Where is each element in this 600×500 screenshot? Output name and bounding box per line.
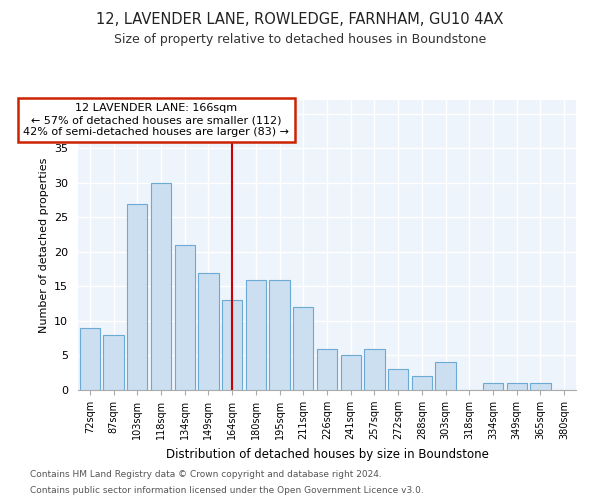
Bar bbox=[483, 383, 503, 390]
Text: 12 LAVENDER LANE: 166sqm
← 57% of detached houses are smaller (112)
42% of semi-: 12 LAVENDER LANE: 166sqm ← 57% of detach… bbox=[23, 104, 289, 136]
Bar bbox=[412, 376, 432, 390]
X-axis label: Distribution of detached houses by size in Boundstone: Distribution of detached houses by size … bbox=[166, 448, 488, 460]
Bar bbox=[506, 383, 527, 390]
Y-axis label: Number of detached properties: Number of detached properties bbox=[38, 158, 49, 332]
Bar bbox=[317, 348, 337, 390]
Bar bbox=[80, 328, 100, 390]
Bar bbox=[436, 362, 455, 390]
Bar bbox=[175, 245, 195, 390]
Bar bbox=[103, 335, 124, 390]
Bar bbox=[364, 348, 385, 390]
Text: Contains HM Land Registry data © Crown copyright and database right 2024.: Contains HM Land Registry data © Crown c… bbox=[30, 470, 382, 479]
Bar bbox=[341, 356, 361, 390]
Bar bbox=[269, 280, 290, 390]
Bar bbox=[222, 300, 242, 390]
Bar bbox=[530, 383, 551, 390]
Bar bbox=[246, 280, 266, 390]
Bar bbox=[127, 204, 148, 390]
Bar bbox=[388, 370, 408, 390]
Bar bbox=[293, 307, 313, 390]
Text: Contains public sector information licensed under the Open Government Licence v3: Contains public sector information licen… bbox=[30, 486, 424, 495]
Bar bbox=[151, 183, 171, 390]
Bar bbox=[199, 272, 218, 390]
Text: Size of property relative to detached houses in Boundstone: Size of property relative to detached ho… bbox=[114, 32, 486, 46]
Text: 12, LAVENDER LANE, ROWLEDGE, FARNHAM, GU10 4AX: 12, LAVENDER LANE, ROWLEDGE, FARNHAM, GU… bbox=[96, 12, 504, 28]
